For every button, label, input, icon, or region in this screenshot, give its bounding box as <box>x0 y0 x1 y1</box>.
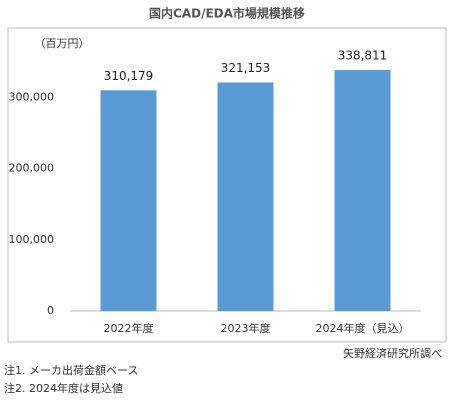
y-tick-label: 100,000 <box>9 233 55 246</box>
value-label: 338,811 <box>338 48 388 62</box>
x-tick-label: 2024年度（見込） <box>316 321 410 335</box>
y-tick-label: 200,000 <box>9 162 55 175</box>
x-tick-label: 2022年度 <box>104 321 154 335</box>
x-tick-label: 2023年度 <box>221 321 271 335</box>
bar <box>334 69 391 311</box>
y-tick-label: 0 <box>47 304 54 317</box>
y-tick-label: 300,000 <box>9 91 55 104</box>
bar <box>100 90 157 311</box>
value-label: 310,179 <box>104 69 154 83</box>
source: 矢野経済研究所調べ <box>343 346 442 360</box>
bar <box>217 82 274 311</box>
note: 注1. メーカ出荷金額ベース <box>4 363 138 377</box>
note: 注2. 2024年度は見込値 <box>4 381 123 395</box>
y-unit-label: （百万円） <box>35 37 90 50</box>
value-label: 321,153 <box>221 61 271 75</box>
chart-title: 国内CAD/EDA市場規模推移 <box>149 6 305 21</box>
